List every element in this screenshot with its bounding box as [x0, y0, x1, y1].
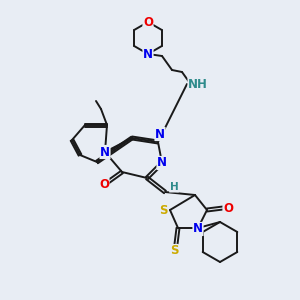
Text: H: H: [169, 182, 178, 192]
Text: N: N: [157, 157, 167, 169]
Text: S: S: [170, 244, 178, 257]
Text: O: O: [99, 178, 109, 191]
Text: O: O: [143, 16, 153, 28]
Text: S: S: [159, 203, 167, 217]
Text: NH: NH: [188, 77, 208, 91]
Text: O: O: [223, 202, 233, 214]
Text: N: N: [100, 146, 110, 158]
Text: N: N: [155, 128, 165, 140]
Text: N: N: [193, 223, 203, 236]
Text: N: N: [143, 47, 153, 61]
